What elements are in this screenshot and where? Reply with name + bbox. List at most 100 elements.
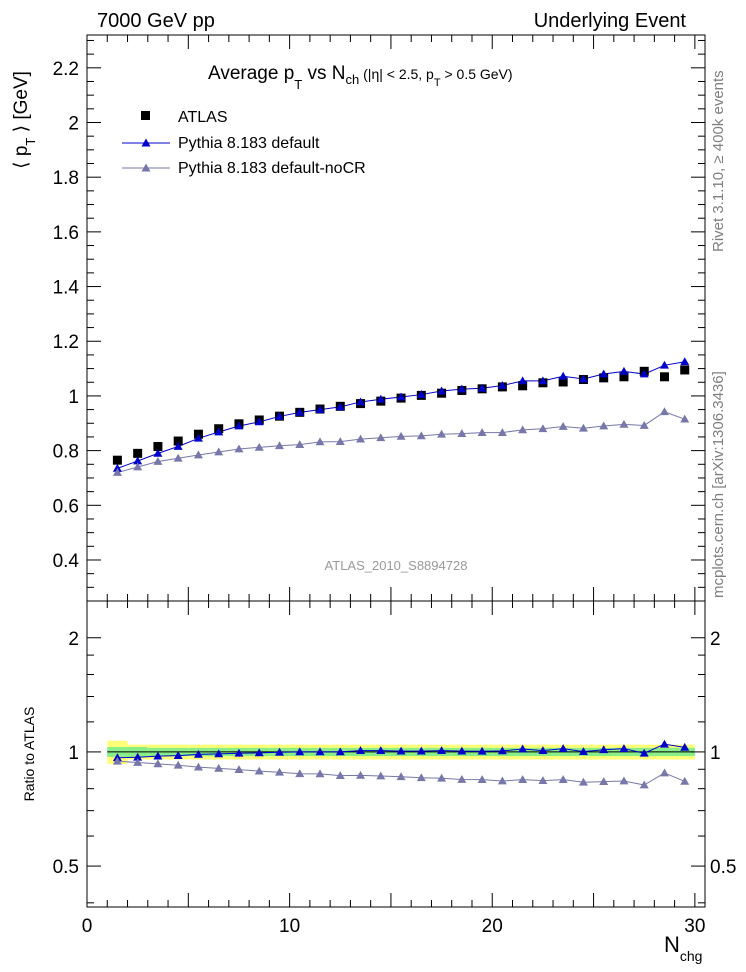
event-type-label: Underlying Event: [534, 10, 687, 32]
y-tick-label: 2: [68, 113, 79, 134]
data-point-nocr: [497, 428, 507, 436]
data-point-nocr: [193, 450, 203, 459]
xlabel-main: N: [664, 932, 680, 957]
data-point-nocr: [680, 414, 690, 423]
legend: ATLAS Pythia 8.183 default Pythia 8.183 …: [122, 109, 366, 177]
data-point-default: [376, 394, 386, 403]
y-tick-label: 1.2: [53, 332, 79, 353]
ratio-point-nocr: [356, 770, 366, 779]
ratio-point-nocr: [437, 773, 447, 782]
ratio-point-default: [599, 745, 609, 754]
ratio-point-nocr: [295, 769, 305, 778]
ratio-y-tick-label-left: 0.5: [53, 857, 79, 878]
data-point-nocr: [274, 441, 284, 450]
mcplots-label: mcplots.cern.ch [arXiv:1306.3436]: [710, 371, 727, 598]
ratio-point-default: [274, 747, 284, 756]
x-tick-label: 30: [684, 916, 705, 937]
ratio-point-nocr: [416, 773, 426, 782]
data-point-default: [274, 411, 284, 420]
data-point-nocr: [153, 457, 163, 465]
ratio-point-nocr: [153, 759, 163, 768]
data-point-default: [518, 376, 528, 385]
data-point-default: [578, 374, 588, 383]
data-point-default: [254, 417, 264, 426]
analysis-id: ATLAS_2010_S8894728: [325, 558, 468, 573]
ratio-point-default: [376, 746, 386, 754]
data-point-atlas: [599, 373, 609, 383]
y-tick-label: 1: [68, 387, 79, 408]
ratio-point-default: [578, 747, 588, 755]
data-point-default: [437, 386, 447, 395]
ratio-point-nocr: [112, 756, 122, 765]
ratio-point-default: [416, 746, 426, 755]
y-axis-label: ⟨ pT ⟩ [GeV]: [11, 71, 38, 169]
ratio-point-nocr: [315, 769, 325, 778]
data-point-atlas: [659, 372, 669, 382]
rivet-label: Rivet 3.1.10, ≥ 400k events: [710, 70, 727, 252]
title-sub1: T: [294, 77, 302, 92]
data-point-nocr: [416, 431, 426, 440]
ylabel-sub: T: [23, 138, 38, 146]
legend-label-default: Pythia 8.183 default: [178, 135, 320, 152]
data-point-default: [315, 405, 325, 413]
legend-label-atlas: ATLAS: [178, 109, 228, 126]
ratio-point-default: [153, 751, 163, 760]
data-point-default: [234, 421, 244, 430]
data-point-default: [153, 448, 163, 457]
xlabel-sub: chg: [680, 948, 703, 964]
data-point-nocr: [396, 431, 406, 440]
ratio-point-nocr: [477, 775, 487, 784]
data-point-nocr: [437, 429, 447, 438]
ratio-point-nocr: [599, 777, 609, 785]
y-tick-label: 1.6: [53, 223, 79, 244]
ratio-point-nocr: [639, 780, 649, 789]
data-point-nocr: [356, 434, 366, 443]
ratio-point-nocr: [173, 760, 183, 769]
data-point-nocr: [659, 407, 669, 416]
title-sub2: ch: [346, 72, 360, 87]
y-tick-label: 1.4: [53, 278, 80, 299]
data-point-default: [133, 456, 143, 465]
energy-label: 7000 GeV pp: [97, 10, 215, 32]
y-tick-label: 0.6: [53, 496, 79, 517]
ratio-y-tick-label-right: 1: [710, 743, 721, 764]
data-point-default: [538, 376, 548, 385]
data-point-default: [416, 390, 426, 398]
data-point-atlas: [619, 372, 629, 382]
legend-marker-nocr: [141, 163, 151, 172]
ratio-point-default: [437, 746, 447, 754]
ratio-point-nocr: [578, 777, 588, 786]
data-point-nocr: [335, 437, 345, 445]
data-point-default: [356, 397, 366, 406]
data-point-nocr: [619, 419, 629, 428]
data-point-atlas: [680, 365, 690, 375]
ratio-point-default: [680, 742, 690, 751]
title-tail-b: > 0.5 GeV): [441, 66, 513, 82]
data-point-nocr: [173, 453, 183, 462]
data-point-nocr: [315, 437, 325, 446]
ratio-point-default: [133, 752, 143, 761]
ratio-point-default: [356, 746, 366, 754]
data-point-atlas: [112, 455, 122, 465]
title-mid: vs N: [302, 63, 345, 84]
ratio-point-default: [538, 746, 548, 754]
data-point-nocr: [254, 442, 264, 451]
data-point-nocr: [234, 444, 244, 453]
ratio-point-nocr: [680, 776, 690, 785]
data-point-default: [639, 369, 649, 378]
ratio-panel: 0.5 0.5 1 1 2 2: [53, 600, 736, 908]
data-point-default: [214, 427, 224, 436]
y-tick-label: 0.4: [53, 551, 80, 572]
ratio-point-nocr: [234, 765, 244, 774]
title-sub3: T: [434, 77, 441, 89]
ylabel-post: ⟩ [GeV]: [11, 71, 32, 138]
data-point-nocr: [639, 420, 649, 429]
data-point-default: [558, 371, 568, 380]
data-point-nocr: [518, 425, 528, 434]
y-tick-label: 1.8: [53, 168, 79, 189]
x-tick-label: 10: [279, 916, 300, 937]
data-point-nocr: [538, 424, 548, 433]
ratio-point-default: [214, 749, 224, 758]
data-point-default: [599, 369, 609, 378]
ratio-y-axis-label: Ratio to ATLAS: [21, 707, 37, 802]
